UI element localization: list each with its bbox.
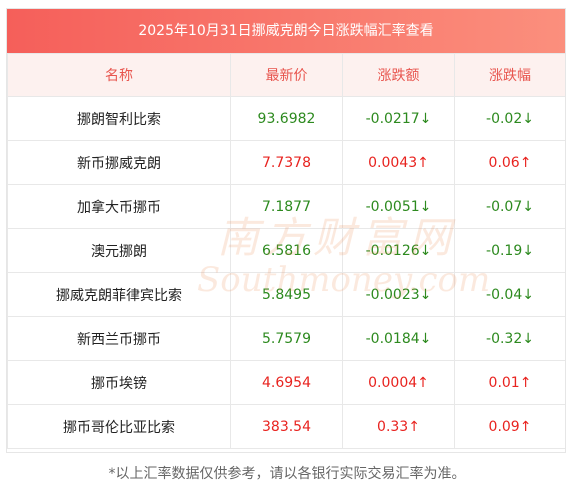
page-title: 2025年10月31日挪威克朗今日涨跌幅汇率查看 bbox=[7, 9, 565, 53]
header-price: 最新价 bbox=[230, 53, 343, 97]
change-amount: -0.0126↓ bbox=[342, 228, 455, 273]
header-name: 名称 bbox=[7, 53, 231, 97]
currency-name: 新西兰币挪币 bbox=[7, 316, 231, 361]
header-change: 涨跌额 bbox=[342, 53, 455, 97]
latest-price: 4.6954 bbox=[230, 360, 343, 405]
table-row: 澳元挪朗 6.5816 -0.0126↓ -0.19↓ bbox=[7, 228, 565, 273]
table-header-row: 名称 最新价 涨跌额 涨跌幅 bbox=[7, 53, 565, 97]
change-percent: -0.32↓ bbox=[454, 316, 565, 361]
latest-price: 5.7579 bbox=[230, 316, 343, 361]
table-row: 挪威克朗菲律宾比索 5.8495 -0.0023↓ -0.04↓ bbox=[7, 272, 565, 317]
rate-table-panel: 2025年10月31日挪威克朗今日涨跌幅汇率查看 名称 最新价 涨跌额 涨跌幅 … bbox=[6, 8, 566, 453]
change-amount: -0.0184↓ bbox=[342, 316, 455, 361]
latest-price: 6.5816 bbox=[230, 228, 343, 273]
currency-name: 澳元挪朗 bbox=[7, 228, 231, 273]
change-percent: 0.01↑ bbox=[454, 360, 565, 405]
change-amount: -0.0023↓ bbox=[342, 272, 455, 317]
currency-name: 挪币哥伦比亚比索 bbox=[7, 404, 231, 449]
change-percent: -0.07↓ bbox=[454, 184, 565, 229]
currency-name: 加拿大币挪币 bbox=[7, 184, 231, 229]
table-row: 挪朗智利比索 93.6982 -0.0217↓ -0.02↓ bbox=[7, 96, 565, 141]
latest-price: 383.54 bbox=[230, 404, 343, 449]
change-amount: 0.0004↑ bbox=[342, 360, 455, 405]
change-percent: -0.02↓ bbox=[454, 96, 565, 141]
change-percent: -0.04↓ bbox=[454, 272, 565, 317]
latest-price: 7.7378 bbox=[230, 140, 343, 185]
change-amount: 0.33↑ bbox=[342, 404, 455, 449]
header-change-pct: 涨跌幅 bbox=[454, 53, 565, 97]
change-percent: -0.19↓ bbox=[454, 228, 565, 273]
change-percent: 0.06↑ bbox=[454, 140, 565, 185]
latest-price: 5.8495 bbox=[230, 272, 343, 317]
disclaimer-note: *以上汇率数据仅供参考，请以各银行实际交易汇率为准。 bbox=[108, 466, 466, 482]
currency-name: 挪币埃镑 bbox=[7, 360, 231, 405]
table-row: 新币挪威克朗 7.7378 0.0043↑ 0.06↑ bbox=[7, 140, 565, 185]
latest-price: 7.1877 bbox=[230, 184, 343, 229]
table-row: 加拿大币挪币 7.1877 -0.0051↓ -0.07↓ bbox=[7, 184, 565, 229]
change-percent: 0.09↑ bbox=[454, 404, 565, 449]
table-row: 挪币哥伦比亚比索 383.54 0.33↑ 0.09↑ bbox=[7, 404, 565, 449]
table-row: 挪币埃镑 4.6954 0.0004↑ 0.01↑ bbox=[7, 360, 565, 405]
change-amount: -0.0051↓ bbox=[342, 184, 455, 229]
currency-name: 挪威克朗菲律宾比索 bbox=[7, 272, 231, 317]
exchange-rate-table: 名称 最新价 涨跌额 涨跌幅 挪朗智利比索 93.6982 -0.0217↓ -… bbox=[7, 53, 565, 449]
change-amount: -0.0217↓ bbox=[342, 96, 455, 141]
table-row: 新西兰币挪币 5.7579 -0.0184↓ -0.32↓ bbox=[7, 316, 565, 361]
currency-name: 挪朗智利比索 bbox=[7, 96, 231, 141]
change-amount: 0.0043↑ bbox=[342, 140, 455, 185]
currency-name: 新币挪威克朗 bbox=[7, 140, 231, 185]
latest-price: 93.6982 bbox=[230, 96, 343, 141]
